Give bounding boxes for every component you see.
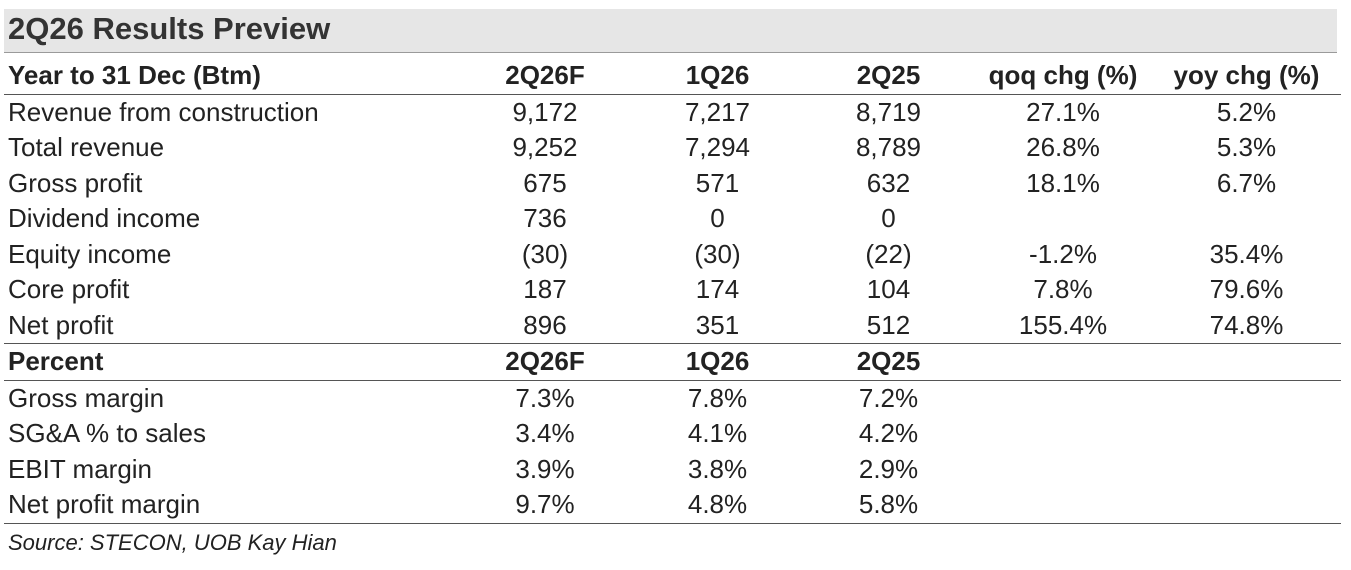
table-row: Gross margin 7.3% 7.8% 7.2% bbox=[4, 380, 1341, 416]
header-cell: 2Q26F bbox=[458, 58, 632, 95]
table-row: Core profit 187 174 104 7.8% 79.6% bbox=[4, 272, 1341, 308]
header-cell: 1Q26 bbox=[632, 58, 803, 95]
cell-value: (22) bbox=[865, 238, 912, 269]
header-cell bbox=[974, 343, 1152, 381]
cell-value: 896 bbox=[523, 309, 567, 340]
cell-value: 675 bbox=[523, 167, 567, 198]
cell-value: 7.8% bbox=[1033, 274, 1093, 305]
cell-value: 7,217 bbox=[684, 96, 751, 127]
cell-value: 3.9% bbox=[515, 453, 575, 484]
row-label: Net profit bbox=[8, 309, 114, 340]
header-cell: 2Q25 bbox=[803, 58, 974, 95]
source-note: Source: STECON, UOB Kay Hian bbox=[8, 530, 337, 555]
cell-value: 8,719 bbox=[855, 96, 922, 127]
row-label: Net profit margin bbox=[4, 487, 458, 524]
row-label: Total revenue bbox=[8, 132, 165, 163]
cell-value: 104 bbox=[866, 274, 911, 305]
empty-cell bbox=[1152, 487, 1341, 524]
header-cell bbox=[1152, 343, 1341, 381]
cell-value bbox=[1152, 201, 1341, 237]
cell-value: 7.8% bbox=[687, 382, 748, 413]
cell-value: 5.3% bbox=[1216, 132, 1277, 163]
results-table: Year to 31 Dec (Btm) 2Q26F 1Q26 2Q25 qoq… bbox=[4, 58, 1341, 524]
cell-value: 35.4% bbox=[1209, 238, 1284, 269]
table-row: Total revenue 9,252 7,294 8,789 26.8% 5.… bbox=[4, 130, 1341, 166]
table-row: Equity income (30) (30) (22) -1.2% 35.4% bbox=[4, 237, 1341, 273]
header-cell: qoq chg (%) bbox=[974, 58, 1152, 95]
percent-header-row: Percent 2Q26F 1Q26 2Q25 bbox=[4, 343, 1341, 381]
cell-value: 27.1% bbox=[1026, 96, 1100, 127]
cell-value bbox=[974, 201, 1152, 237]
header-cell: 2Q26F bbox=[458, 343, 632, 381]
cell-value: (30) bbox=[694, 238, 741, 269]
empty-cell bbox=[974, 380, 1152, 416]
cell-value: 174 bbox=[695, 274, 740, 305]
title-bar: 2Q26 Results Preview bbox=[4, 9, 1337, 53]
cell-value: (30) bbox=[521, 238, 569, 269]
table-row: Net profit 896 351 512 155.4% 74.8% bbox=[4, 308, 1341, 344]
empty-cell bbox=[974, 452, 1152, 488]
header-cell: 2Q25 bbox=[803, 343, 974, 381]
page-title: 2Q26 Results Preview bbox=[8, 11, 331, 46]
cell-value: 9,172 bbox=[512, 96, 578, 127]
empty-cell bbox=[1152, 380, 1341, 416]
cell-value: 2.9% bbox=[858, 453, 919, 484]
cell-value: 9,252 bbox=[512, 132, 578, 163]
header-cell: 1Q26 bbox=[632, 343, 803, 381]
cell-value: -1.2% bbox=[1029, 238, 1097, 269]
cell-value: 0 bbox=[710, 203, 725, 234]
cell-value: 6.7% bbox=[1216, 167, 1277, 198]
cell-value: 5.2% bbox=[1216, 96, 1277, 127]
table-row: Dividend income 736 0 0 bbox=[4, 201, 1341, 237]
cell-value: 7.2% bbox=[858, 382, 919, 413]
cell-value: 9.7% bbox=[458, 487, 632, 524]
row-label: EBIT margin bbox=[8, 453, 153, 484]
cell-value: 4.2% bbox=[858, 418, 919, 449]
cell-value: 512 bbox=[866, 309, 911, 340]
cell-value: 7.3% bbox=[515, 382, 575, 413]
cell-value: 7,294 bbox=[684, 132, 751, 163]
cell-value: 4.1% bbox=[687, 418, 748, 449]
cell-value: 351 bbox=[695, 309, 740, 340]
empty-cell bbox=[1152, 452, 1341, 488]
cell-value: 5.8% bbox=[803, 487, 974, 524]
cell-value: 3.4% bbox=[515, 418, 575, 449]
row-label: Dividend income bbox=[8, 203, 201, 234]
cell-value: 155.4% bbox=[1018, 309, 1108, 340]
header-cell: Year to 31 Dec (Btm) bbox=[4, 58, 458, 95]
cell-value: 4.8% bbox=[632, 487, 803, 524]
cell-value: 632 bbox=[866, 167, 911, 198]
cell-value: 8,789 bbox=[855, 132, 922, 163]
row-label: SG&A % to sales bbox=[8, 418, 206, 449]
cell-value: 0 bbox=[881, 203, 896, 234]
table-row: Net profit margin 9.7% 4.8% 5.8% bbox=[4, 487, 1341, 524]
row-label: Core profit bbox=[8, 274, 130, 305]
row-label: Gross profit bbox=[8, 167, 143, 198]
table-row: Gross profit 675 571 632 18.1% 6.7% bbox=[4, 166, 1341, 202]
empty-cell bbox=[1152, 416, 1341, 452]
row-label: Equity income bbox=[8, 238, 172, 269]
cell-value: 18.1% bbox=[1026, 167, 1100, 198]
empty-cell bbox=[974, 487, 1152, 524]
empty-cell bbox=[974, 416, 1152, 452]
header-cell: Percent bbox=[4, 343, 458, 381]
header-row: Year to 31 Dec (Btm) 2Q26F 1Q26 2Q25 qoq… bbox=[4, 58, 1341, 95]
cell-value: 79.6% bbox=[1209, 274, 1284, 305]
table-row: EBIT margin 3.9% 3.8% 2.9% bbox=[4, 452, 1341, 488]
row-label: Revenue from construction bbox=[8, 96, 319, 127]
cell-value: 3.8% bbox=[687, 453, 748, 484]
cell-value: 74.8% bbox=[1209, 309, 1284, 340]
cell-value: 26.8% bbox=[1026, 132, 1100, 163]
table-row: Revenue from construction 9,172 7,217 8,… bbox=[4, 94, 1341, 130]
row-label: Gross margin bbox=[8, 382, 165, 413]
cell-value: 571 bbox=[695, 167, 740, 198]
header-cell: yoy chg (%) bbox=[1152, 58, 1341, 95]
cell-value: 736 bbox=[523, 203, 567, 234]
table-row: SG&A % to sales 3.4% 4.1% 4.2% bbox=[4, 416, 1341, 452]
cell-value: 187 bbox=[523, 274, 567, 305]
